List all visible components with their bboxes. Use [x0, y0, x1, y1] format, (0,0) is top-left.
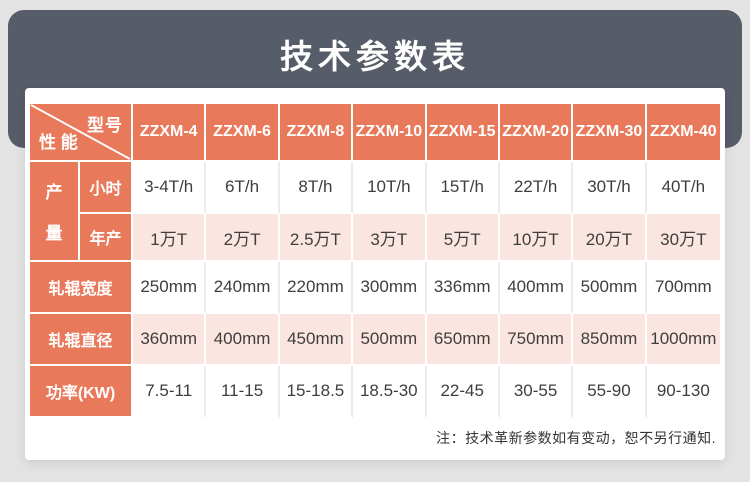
- data-cell: 450mm: [279, 314, 354, 366]
- data-cell: 400mm: [499, 262, 574, 314]
- diagonal-divider: [30, 104, 131, 160]
- data-cell: 6T/h: [206, 162, 280, 214]
- data-cell: 55-90: [573, 366, 647, 418]
- model-header-cell: ZZXM-4: [133, 104, 207, 162]
- data-cell: 20万T: [573, 214, 647, 262]
- data-cell: 2万T: [206, 214, 280, 262]
- data-cell: 2.5万T: [279, 214, 354, 262]
- data-cell: 5万T: [426, 214, 500, 262]
- model-header-cell: ZZXM-6: [206, 104, 280, 162]
- data-cell: 336mm: [426, 262, 500, 314]
- data-cell: 22-45: [426, 366, 500, 418]
- data-cell: 10T/h: [353, 162, 427, 214]
- data-cell: 3-4T/h: [133, 162, 207, 214]
- data-cell: 22T/h: [499, 162, 574, 214]
- model-header-cell: ZZXM-20: [499, 104, 574, 162]
- data-cell: 300mm: [353, 262, 427, 314]
- row-label-hourly: 小时: [80, 162, 133, 214]
- data-cell: 650mm: [426, 314, 500, 366]
- data-cell: 15-18.5: [279, 366, 354, 418]
- capacity-char-top: 产: [45, 183, 63, 202]
- page-title: 技术参数表: [280, 38, 470, 75]
- data-cell: 30万T: [646, 214, 720, 262]
- row-label-roller-diameter: 轧辊直径: [30, 314, 133, 366]
- row-label-annual: 年产: [80, 214, 133, 262]
- model-header-cell: ZZXM-30: [573, 104, 647, 162]
- corner-performance-label: 性 能: [39, 133, 78, 152]
- data-cell: 10万T: [499, 214, 574, 262]
- spec-table: 型号 性 能 ZZXM-4 ZZXM-6 ZZXM-8 ZZXM-10 ZZXM…: [30, 104, 720, 418]
- data-cell: 250mm: [133, 262, 207, 314]
- data-cell: 7.5-11: [133, 366, 207, 418]
- data-cell: 18.5-30: [353, 366, 427, 418]
- data-cell: 750mm: [499, 314, 574, 366]
- row-label-roller-width: 轧辊宽度: [30, 262, 133, 314]
- data-cell: 240mm: [206, 262, 280, 314]
- data-cell: 11-15: [206, 366, 280, 418]
- data-cell: 15T/h: [426, 162, 500, 214]
- data-cell: 90-130: [646, 366, 720, 418]
- data-cell: 500mm: [353, 314, 427, 366]
- data-cell: 3万T: [353, 214, 427, 262]
- data-cell: 850mm: [573, 314, 647, 366]
- data-cell: 30-55: [499, 366, 574, 418]
- corner-model-label: 型号: [87, 116, 123, 135]
- data-cell: 40T/h: [646, 162, 720, 214]
- row-group-label-capacity: 产 量: [30, 162, 80, 262]
- model-header-cell: ZZXM-40: [646, 104, 720, 162]
- model-header-cell: ZZXM-10: [353, 104, 427, 162]
- data-cell: 8T/h: [279, 162, 354, 214]
- data-cell: 400mm: [206, 314, 280, 366]
- model-header-cell: ZZXM-8: [279, 104, 354, 162]
- data-cell: 500mm: [573, 262, 647, 314]
- data-cell: 360mm: [133, 314, 207, 366]
- model-header-cell: ZZXM-15: [426, 104, 500, 162]
- data-cell: 1万T: [133, 214, 207, 262]
- footnote: 注：技术革新参数如有变动，恕不另行通知.: [436, 430, 716, 446]
- data-cell: 700mm: [646, 262, 720, 314]
- corner-header-cell: 型号 性 能: [30, 104, 133, 162]
- data-cell: 30T/h: [573, 162, 647, 214]
- spec-table-card: 型号 性 能 ZZXM-4 ZZXM-6 ZZXM-8 ZZXM-10 ZZXM…: [25, 88, 725, 460]
- row-label-power: 功率(KW): [30, 366, 133, 418]
- data-cell: 220mm: [279, 262, 354, 314]
- data-cell: 1000mm: [646, 314, 720, 366]
- capacity-char-bottom: 量: [45, 224, 63, 243]
